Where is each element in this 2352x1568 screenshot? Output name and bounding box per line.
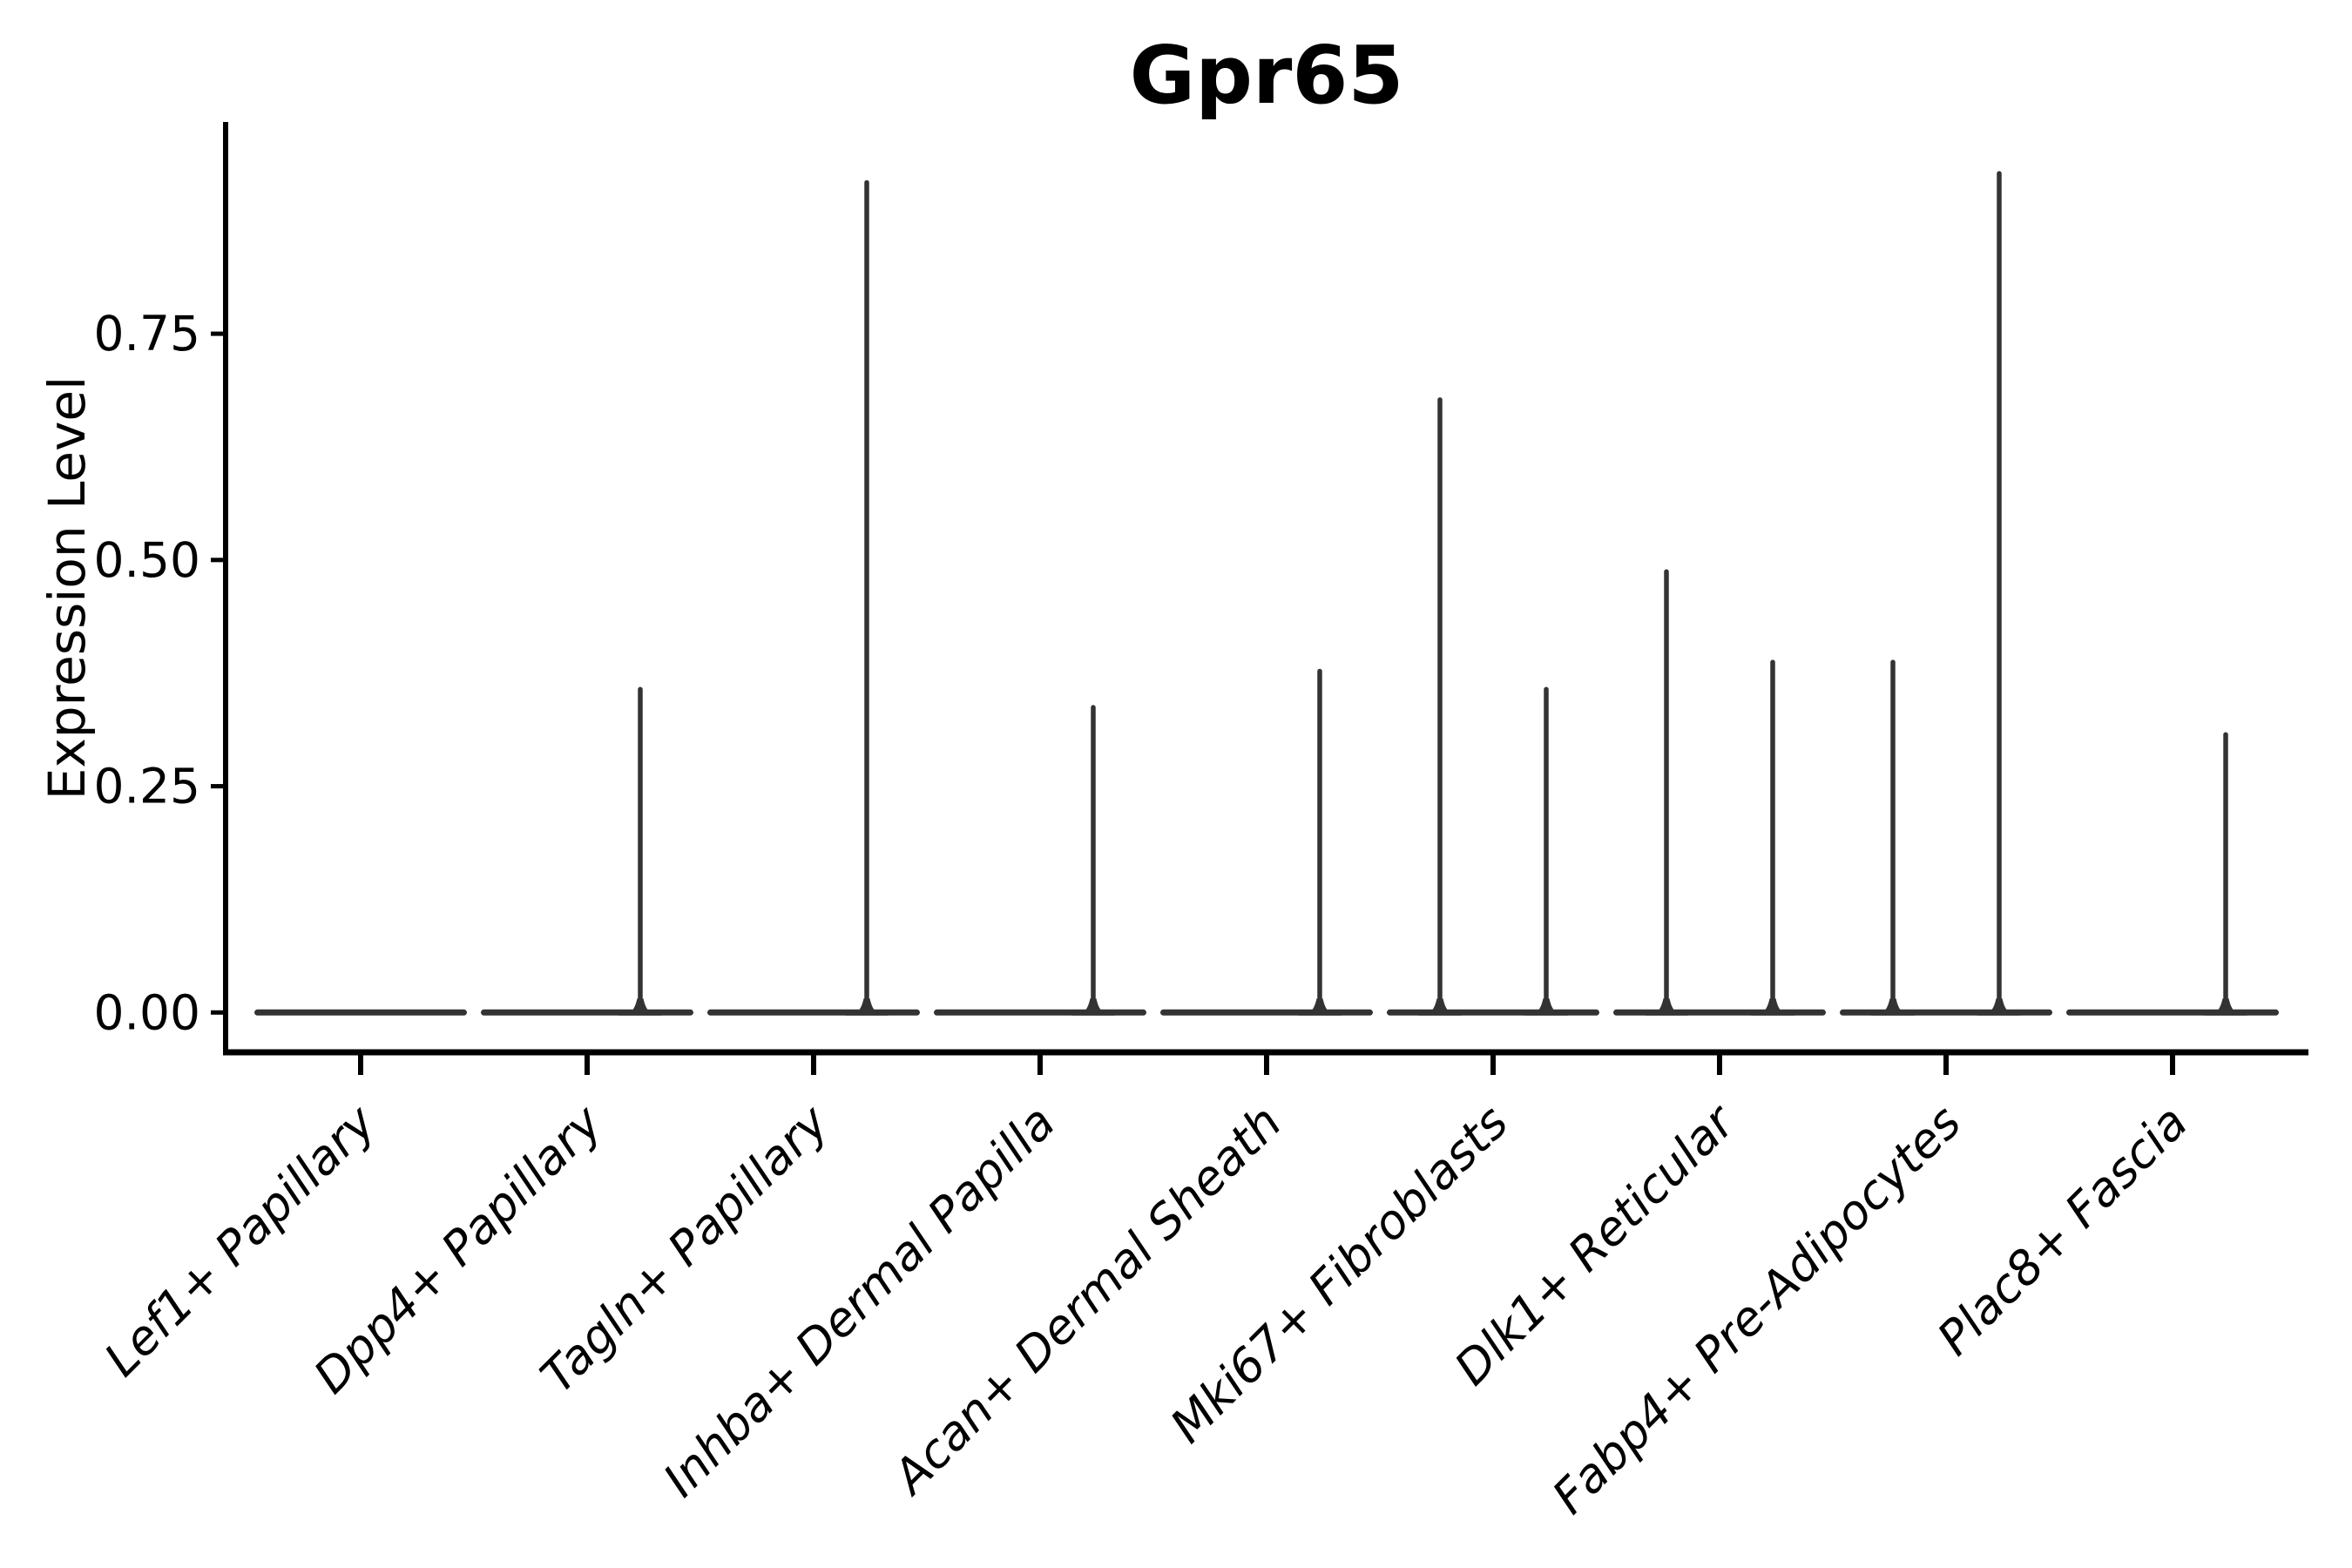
violin-base [934,1009,1146,1016]
x-category-label: Inhba+ Dermal Papilla [652,1095,1065,1508]
x-category-label: Acan+ Dermal Sheath [881,1095,1292,1506]
violin-base [1387,1009,1599,1016]
violin-base [481,1009,693,1016]
x-category-label: Fabp4+ Pre-Adipocytes [1542,1095,1971,1524]
y-tick-label: 0.25 [94,759,200,814]
y-tick-label: 0.75 [94,306,200,362]
violin-base [707,1009,920,1016]
violin-base [1160,1009,1373,1016]
violin-base [1613,1009,1826,1016]
violin-base [1840,1009,2052,1016]
violin-base [2066,1009,2279,1016]
y-tick-label: 0.50 [94,532,200,588]
y-tick-label: 0.00 [94,984,200,1040]
violin-base [254,1009,467,1016]
chart-title: Gpr65 [1129,29,1404,122]
